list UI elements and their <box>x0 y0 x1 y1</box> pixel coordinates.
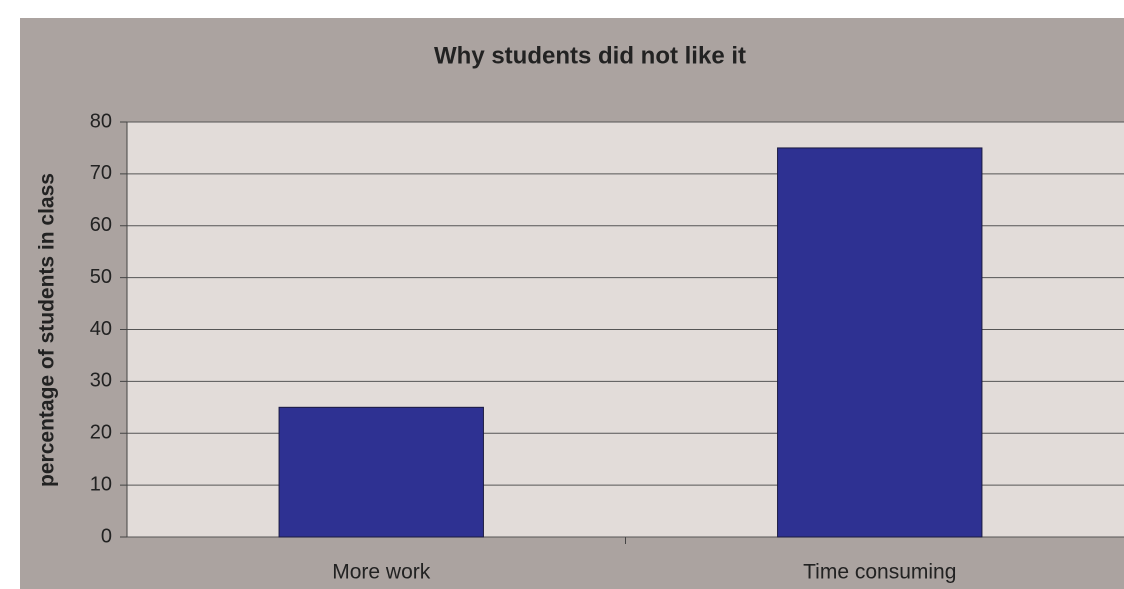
x-tick-label: Time consuming <box>803 561 956 584</box>
x-tick-label: More work <box>332 561 431 584</box>
y-tick-label: 20 <box>90 422 112 444</box>
y-tick-label: 30 <box>90 370 112 392</box>
y-tick-label: 50 <box>90 266 112 288</box>
y-tick-label: 40 <box>90 318 112 340</box>
y-tick-label: 10 <box>90 473 112 495</box>
bar <box>777 147 983 538</box>
y-tick-label: 0 <box>101 525 112 547</box>
y-axis-label: percentage of students in class <box>36 173 59 487</box>
y-tick-label: 70 <box>90 162 112 184</box>
y-tick-label: 60 <box>90 214 112 236</box>
y-tick-label: 80 <box>90 110 112 132</box>
bar <box>278 406 484 538</box>
chart-title: Why students did not like it <box>434 42 746 69</box>
